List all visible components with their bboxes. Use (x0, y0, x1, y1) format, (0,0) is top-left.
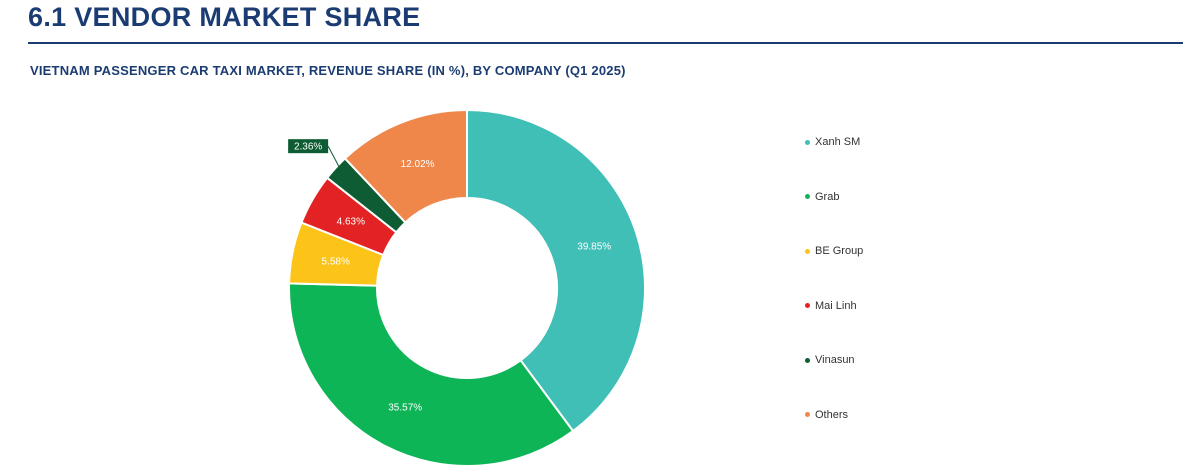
legend-item: Vinasun (805, 354, 855, 366)
legend-label: BE Group (815, 245, 864, 257)
slice-grab (288, 282, 575, 466)
data-label: 2.36% (294, 142, 322, 153)
legend-marker (805, 194, 810, 199)
legend-item: Others (805, 409, 848, 421)
legend-marker (805, 412, 810, 417)
data-label: 35.57% (388, 402, 422, 413)
title-divider (28, 42, 1183, 44)
legend-item: Grab (805, 191, 839, 203)
legend-marker (805, 248, 810, 254)
legend-item: BE Group (805, 245, 863, 257)
data-label: 5.58% (322, 257, 350, 268)
section-title: 6.1 VENDOR MARKET SHARE (28, 2, 421, 32)
legend-marker (805, 303, 810, 308)
legend-label: Grab (815, 190, 840, 203)
legend-item: Mai Linh (805, 300, 857, 312)
legend-marker (805, 139, 810, 145)
data-label: 12.02% (401, 159, 435, 170)
slice-xanh-sm (466, 108, 646, 433)
legend-label: Vinasun (815, 354, 855, 366)
legend-label: Others (815, 408, 849, 421)
legend-item: Xanh SM (805, 136, 860, 148)
data-label-box (288, 139, 329, 154)
data-label: 39.85% (577, 241, 611, 252)
data-label: 4.63% (337, 217, 365, 228)
data-label-leader (327, 145, 344, 175)
slice-others (343, 108, 468, 224)
legend-label: Mai Linh (815, 299, 857, 312)
chart-title: VIETNAM PASSENGER CAR TAXI MARKET, REVEN… (30, 63, 626, 78)
legend-marker (805, 357, 810, 363)
legend-label: Xanh SM (815, 136, 861, 148)
